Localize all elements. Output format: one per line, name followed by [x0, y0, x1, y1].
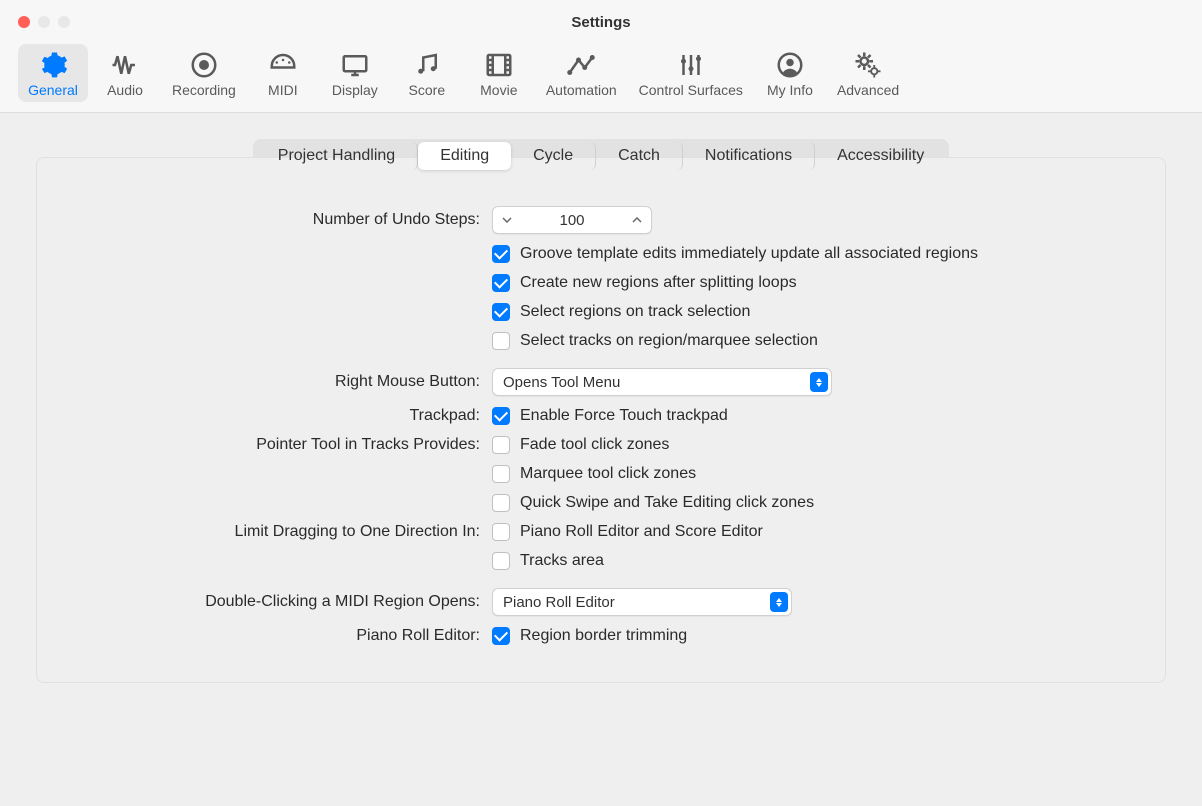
select-arrows-icon	[810, 372, 828, 392]
right-mouse-value: Opens Tool Menu	[503, 374, 620, 391]
trackpad-check-label: Enable Force Touch trackpad	[520, 407, 728, 425]
undo-steps-value[interactable]: 100	[521, 212, 623, 229]
trackpad-label: Trackpad:	[97, 407, 492, 425]
automation-icon	[566, 50, 596, 80]
pointer-tool-in-tracks-provides-label: Pointer Tool in Tracks Provides:	[97, 436, 492, 454]
piano-roll-checkbox[interactable]	[492, 627, 510, 645]
right-mouse-label: Right Mouse Button:	[97, 373, 492, 391]
close-button[interactable]	[18, 16, 30, 28]
checkbox-label: Create new regions after splitting loops	[520, 274, 797, 292]
toolbar-label: Display	[332, 82, 378, 98]
select-arrows-icon	[770, 592, 788, 612]
limit-dragging-to-one-direction-in-label: Limit Dragging to One Direction In:	[97, 523, 492, 541]
checkbox[interactable]	[492, 245, 510, 263]
user-icon	[775, 50, 805, 80]
toolbar-label: Score	[409, 82, 446, 98]
double-click-select[interactable]: Piano Roll Editor	[492, 588, 792, 616]
toolbar-label: MIDI	[268, 82, 298, 98]
minimize-button[interactable]	[38, 16, 50, 28]
undo-steps-label: Number of Undo Steps:	[97, 211, 492, 229]
record-icon	[189, 50, 219, 80]
window-title: Settings	[571, 14, 630, 31]
stepper-up-icon[interactable]	[623, 207, 651, 233]
checkbox-label: Marquee tool click zones	[520, 465, 696, 483]
checkbox-label: Piano Roll Editor and Score Editor	[520, 523, 763, 541]
display-icon	[340, 50, 370, 80]
checkbox-label: Select tracks on region/marquee selectio…	[520, 332, 818, 350]
toolbar-audio[interactable]: Audio	[90, 44, 160, 102]
right-mouse-select[interactable]: Opens Tool Menu	[492, 368, 832, 396]
zoom-button[interactable]	[58, 16, 70, 28]
checkbox-label: Select regions on track selection	[520, 303, 750, 321]
editing-panel: Number of Undo Steps: 100 Groove templat…	[36, 157, 1166, 683]
checkbox[interactable]	[492, 494, 510, 512]
toolbar-advanced[interactable]: Advanced	[827, 44, 909, 102]
waveform-icon	[110, 50, 140, 80]
traffic-lights	[0, 16, 70, 28]
gear-icon	[38, 50, 68, 80]
notes-icon	[412, 50, 442, 80]
titlebar: Settings	[0, 0, 1202, 44]
trackpad-checkbox[interactable]	[492, 407, 510, 425]
toolbar-label: Advanced	[837, 82, 899, 98]
subtab-accessibility[interactable]: Accessibility	[815, 142, 946, 170]
undo-steps-stepper[interactable]: 100	[492, 206, 652, 234]
toolbar-label: Control Surfaces	[639, 82, 743, 98]
toolbar-midi[interactable]: MIDI	[248, 44, 318, 102]
checkbox[interactable]	[492, 274, 510, 292]
checkbox[interactable]	[492, 465, 510, 483]
subtab-project-handling[interactable]: Project Handling	[256, 142, 418, 170]
settings-window: Settings General Audio Recording MIDI Displa…	[0, 0, 1202, 806]
piano-roll-check-label: Region border trimming	[520, 627, 687, 645]
toolbar-automation[interactable]: Automation	[536, 44, 627, 102]
toolbar-recording[interactable]: Recording	[162, 44, 246, 102]
checkbox[interactable]	[492, 523, 510, 541]
toolbar-label: My Info	[767, 82, 813, 98]
piano-roll-label: Piano Roll Editor:	[97, 627, 492, 645]
subtab-cycle[interactable]: Cycle	[511, 142, 596, 170]
double-click-value: Piano Roll Editor	[503, 594, 615, 611]
toolbar-display[interactable]: Display	[320, 44, 390, 102]
toolbar-movie[interactable]: Movie	[464, 44, 534, 102]
subtab-catch[interactable]: Catch	[596, 142, 683, 170]
toolbar-label: Audio	[107, 82, 143, 98]
toolbar-control-surfaces[interactable]: Control Surfaces	[629, 44, 753, 102]
toolbar-label: Automation	[546, 82, 617, 98]
toolbar-label: Movie	[480, 82, 517, 98]
toolbar-label: General	[28, 82, 78, 98]
toolbar-label: Recording	[172, 82, 236, 98]
subtab-notifications[interactable]: Notifications	[683, 142, 815, 170]
checkbox-label: Fade tool click zones	[520, 436, 669, 454]
film-icon	[484, 50, 514, 80]
toolbar: General Audio Recording MIDI Display Score Mov…	[0, 44, 1202, 113]
checkbox[interactable]	[492, 552, 510, 570]
toolbar-my-info[interactable]: My Info	[755, 44, 825, 102]
double-click-label: Double-Clicking a MIDI Region Opens:	[97, 593, 492, 611]
stepper-down-icon[interactable]	[493, 207, 521, 233]
checkbox-label: Groove template edits immediately update…	[520, 245, 978, 263]
midi-icon	[268, 50, 298, 80]
checkbox-label: Tracks area	[520, 552, 604, 570]
checkbox[interactable]	[492, 436, 510, 454]
checkbox[interactable]	[492, 303, 510, 321]
sliders-icon	[676, 50, 706, 80]
subtab-editing[interactable]: Editing	[418, 142, 511, 170]
checkbox[interactable]	[492, 332, 510, 350]
toolbar-score[interactable]: Score	[392, 44, 462, 102]
gears-icon	[853, 50, 883, 80]
checkbox-label: Quick Swipe and Take Editing click zones	[520, 494, 814, 512]
content-area: Project HandlingEditingCycleCatchNotific…	[0, 113, 1202, 806]
subtabs: Project HandlingEditingCycleCatchNotific…	[253, 139, 949, 173]
toolbar-general[interactable]: General	[18, 44, 88, 102]
